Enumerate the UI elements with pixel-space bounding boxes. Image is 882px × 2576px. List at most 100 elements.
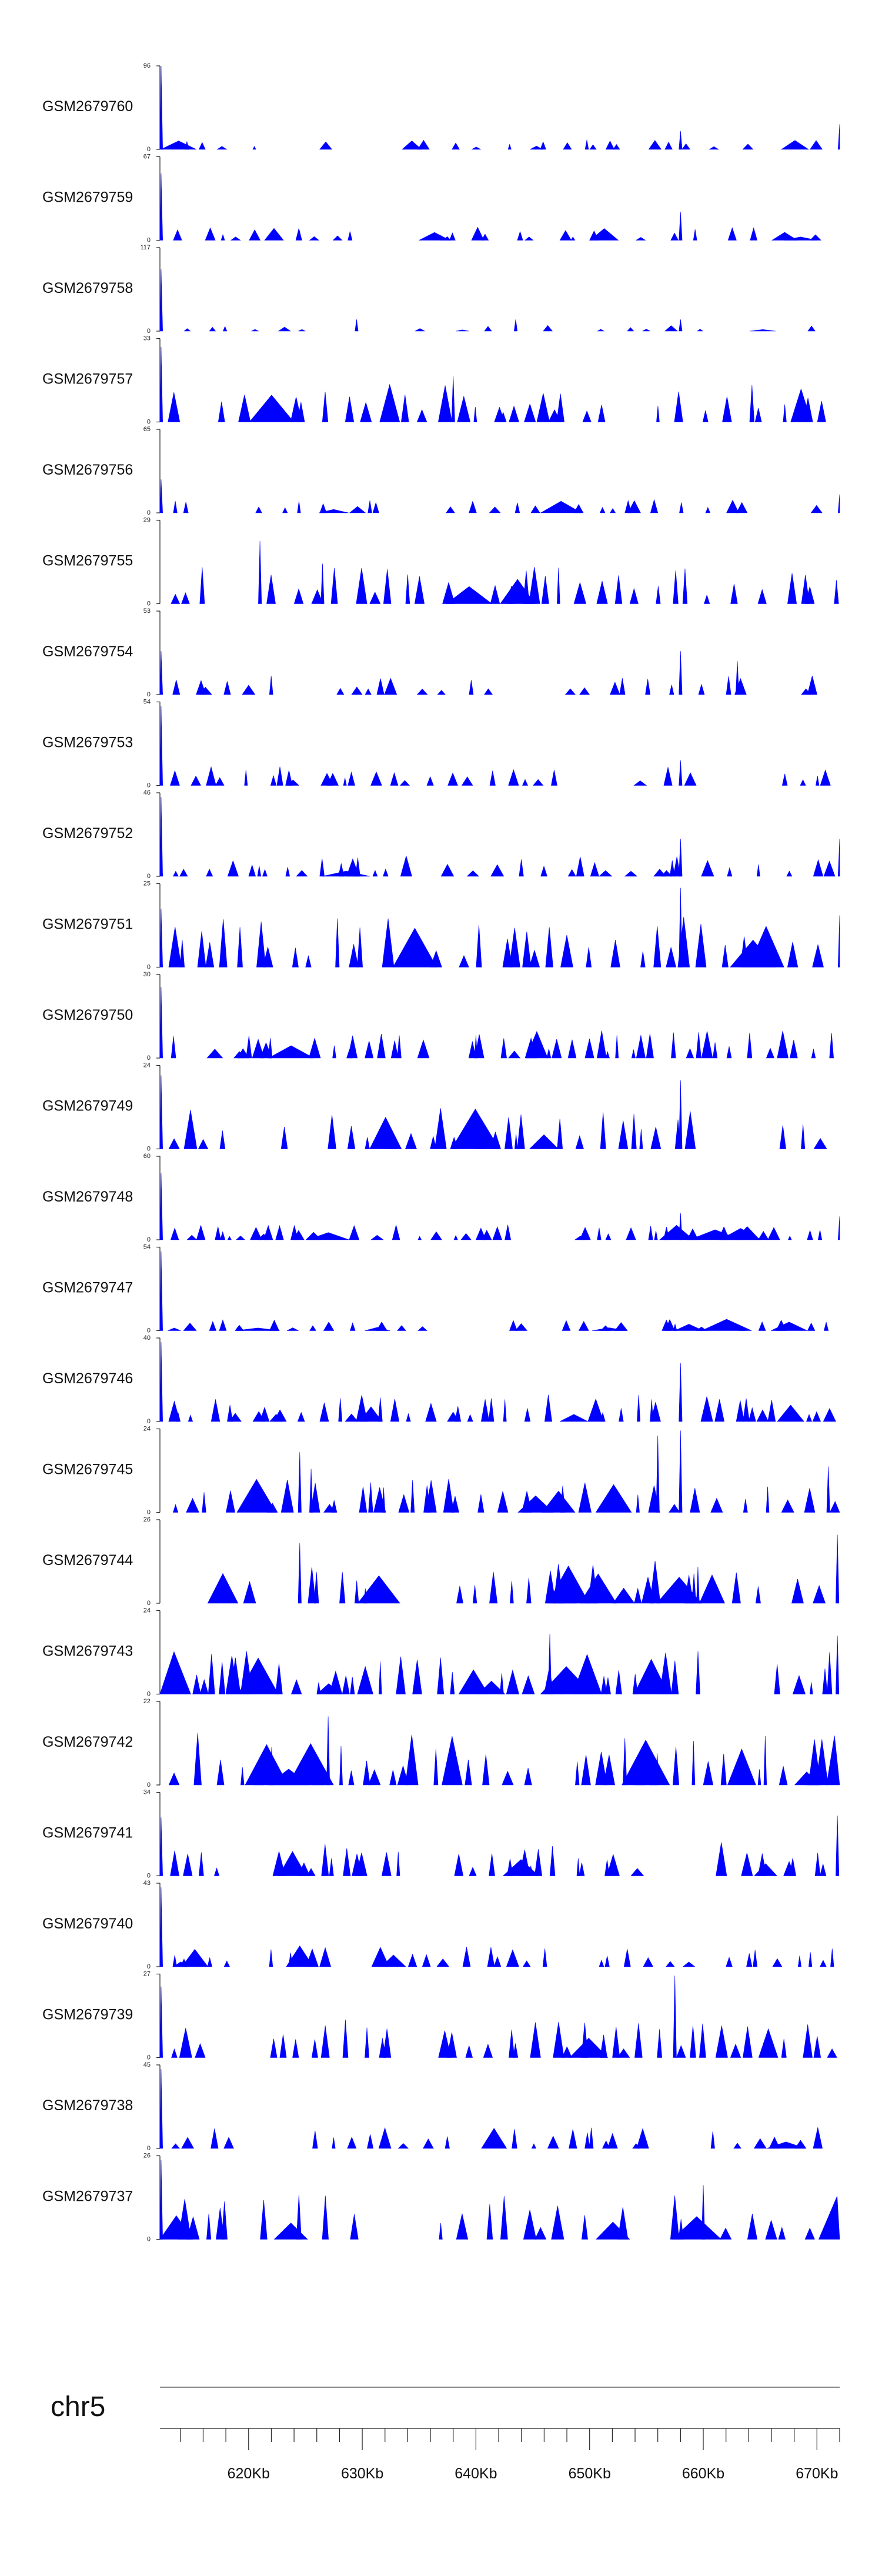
signal-peak [650,1402,661,1422]
y-max-label: 24 [143,1607,151,1614]
signal-peak [372,870,378,877]
signal-peak [836,1636,840,1694]
signal-peak [579,1227,591,1240]
signal-peak [509,927,520,967]
signal-peak [347,2137,357,2149]
signal-peak [209,326,216,332]
signal-peak [739,1327,746,1331]
track-label: GSM2679760 [42,98,133,115]
signal-peak [468,1041,477,1059]
signal-peak [778,2226,786,2240]
signal-peak [696,329,704,332]
signal-peak [469,1867,477,1876]
signal-peak [812,1411,821,1422]
signal-peak [369,1116,402,1149]
signal-peak [618,1120,629,1149]
signal-peak [199,1852,204,1876]
track-label: GSM2679753 [42,735,133,751]
track-GSM2679760: GSM2679760 96 0 [42,62,840,153]
signal-peak [290,1679,302,1694]
signal-peak [829,1501,840,1513]
y-max-label: 53 [143,608,151,615]
signal-peak [170,770,180,786]
signal-peak [298,1543,302,1604]
signal-peak [575,1135,584,1149]
signal-peak [357,1666,373,1694]
signal-peak [461,776,473,786]
signal-peak [679,319,683,332]
signal-peak [365,688,372,695]
signal-peak [834,580,839,604]
signal-peak [766,1047,775,1059]
signal-peak [659,1224,694,1240]
signal-peak [298,1452,302,1513]
signal-peak [462,1947,471,1967]
y-min-label: 0 [147,1600,151,1607]
signal-peak [229,1413,242,1422]
signal-peak [590,862,600,877]
signal-peak [273,2223,308,2240]
signal-peak [604,1677,611,1694]
signal-peak [670,232,679,241]
y-min-label: 0 [147,419,151,426]
signal-peak [268,1037,273,1059]
signal-peak [731,1572,741,1604]
signal-peak [282,507,288,513]
signal-peak [251,329,259,332]
signal-peak [159,909,163,967]
signal-peak [306,1948,319,1967]
track-label: GSM2679752 [42,825,133,842]
track-label: GSM2679746 [42,1370,133,1387]
chromosome-label: chr5 [51,2391,105,2422]
signal-peak [488,1398,495,1422]
signal-peak [181,2137,195,2149]
signal-peak [736,502,748,513]
signal-peak [533,779,544,786]
signal-peak [377,1033,386,1059]
signal-peak [308,1037,321,1059]
signal-peak [650,1127,662,1149]
signal-peak [781,773,788,786]
signal-peak [487,1947,495,1967]
signal-peak [216,1759,225,1786]
signal-peak [826,1466,830,1513]
signal-peak [597,329,605,332]
signal-peak [743,1499,748,1513]
signal-peak [743,1398,750,1422]
signal-peak [809,234,821,241]
y-max-label: 24 [143,1426,151,1433]
signal-peak [540,141,546,150]
signal-area [159,987,834,1059]
signal-peak [405,1734,419,1786]
signal-peak [472,1585,477,1604]
signal-peak [238,395,251,422]
signal-peak [813,859,824,877]
signal-peak [219,1319,227,1331]
signal-peak [459,955,469,967]
signal-peak [754,1863,778,1876]
signal-peak [508,1050,521,1059]
signal-peak [727,867,733,877]
signal-peak [681,143,691,150]
signal-peak [545,927,553,967]
signal-peak [753,1950,758,1967]
signal-peak [406,1413,411,1422]
signal-peak [826,1736,840,1786]
signal-peak [159,1075,163,1149]
signal-peak [159,1342,163,1422]
y-min-label: 0 [147,1963,151,1970]
track-GSM2679759: GSM2679759 67 0 [42,154,821,244]
signal-peak [323,1322,335,1331]
signal-peak [382,918,395,967]
signal-peak [804,1488,816,1513]
signal-peak [477,1494,485,1513]
signal-peak [704,594,710,604]
signal-peak [614,575,623,604]
signal-peak [669,685,674,695]
signal-peak [363,1760,370,1786]
signal-peak [502,939,513,967]
signal-peak [293,1230,305,1240]
signal-peak [679,1430,683,1513]
signal-peak [213,1867,220,1876]
